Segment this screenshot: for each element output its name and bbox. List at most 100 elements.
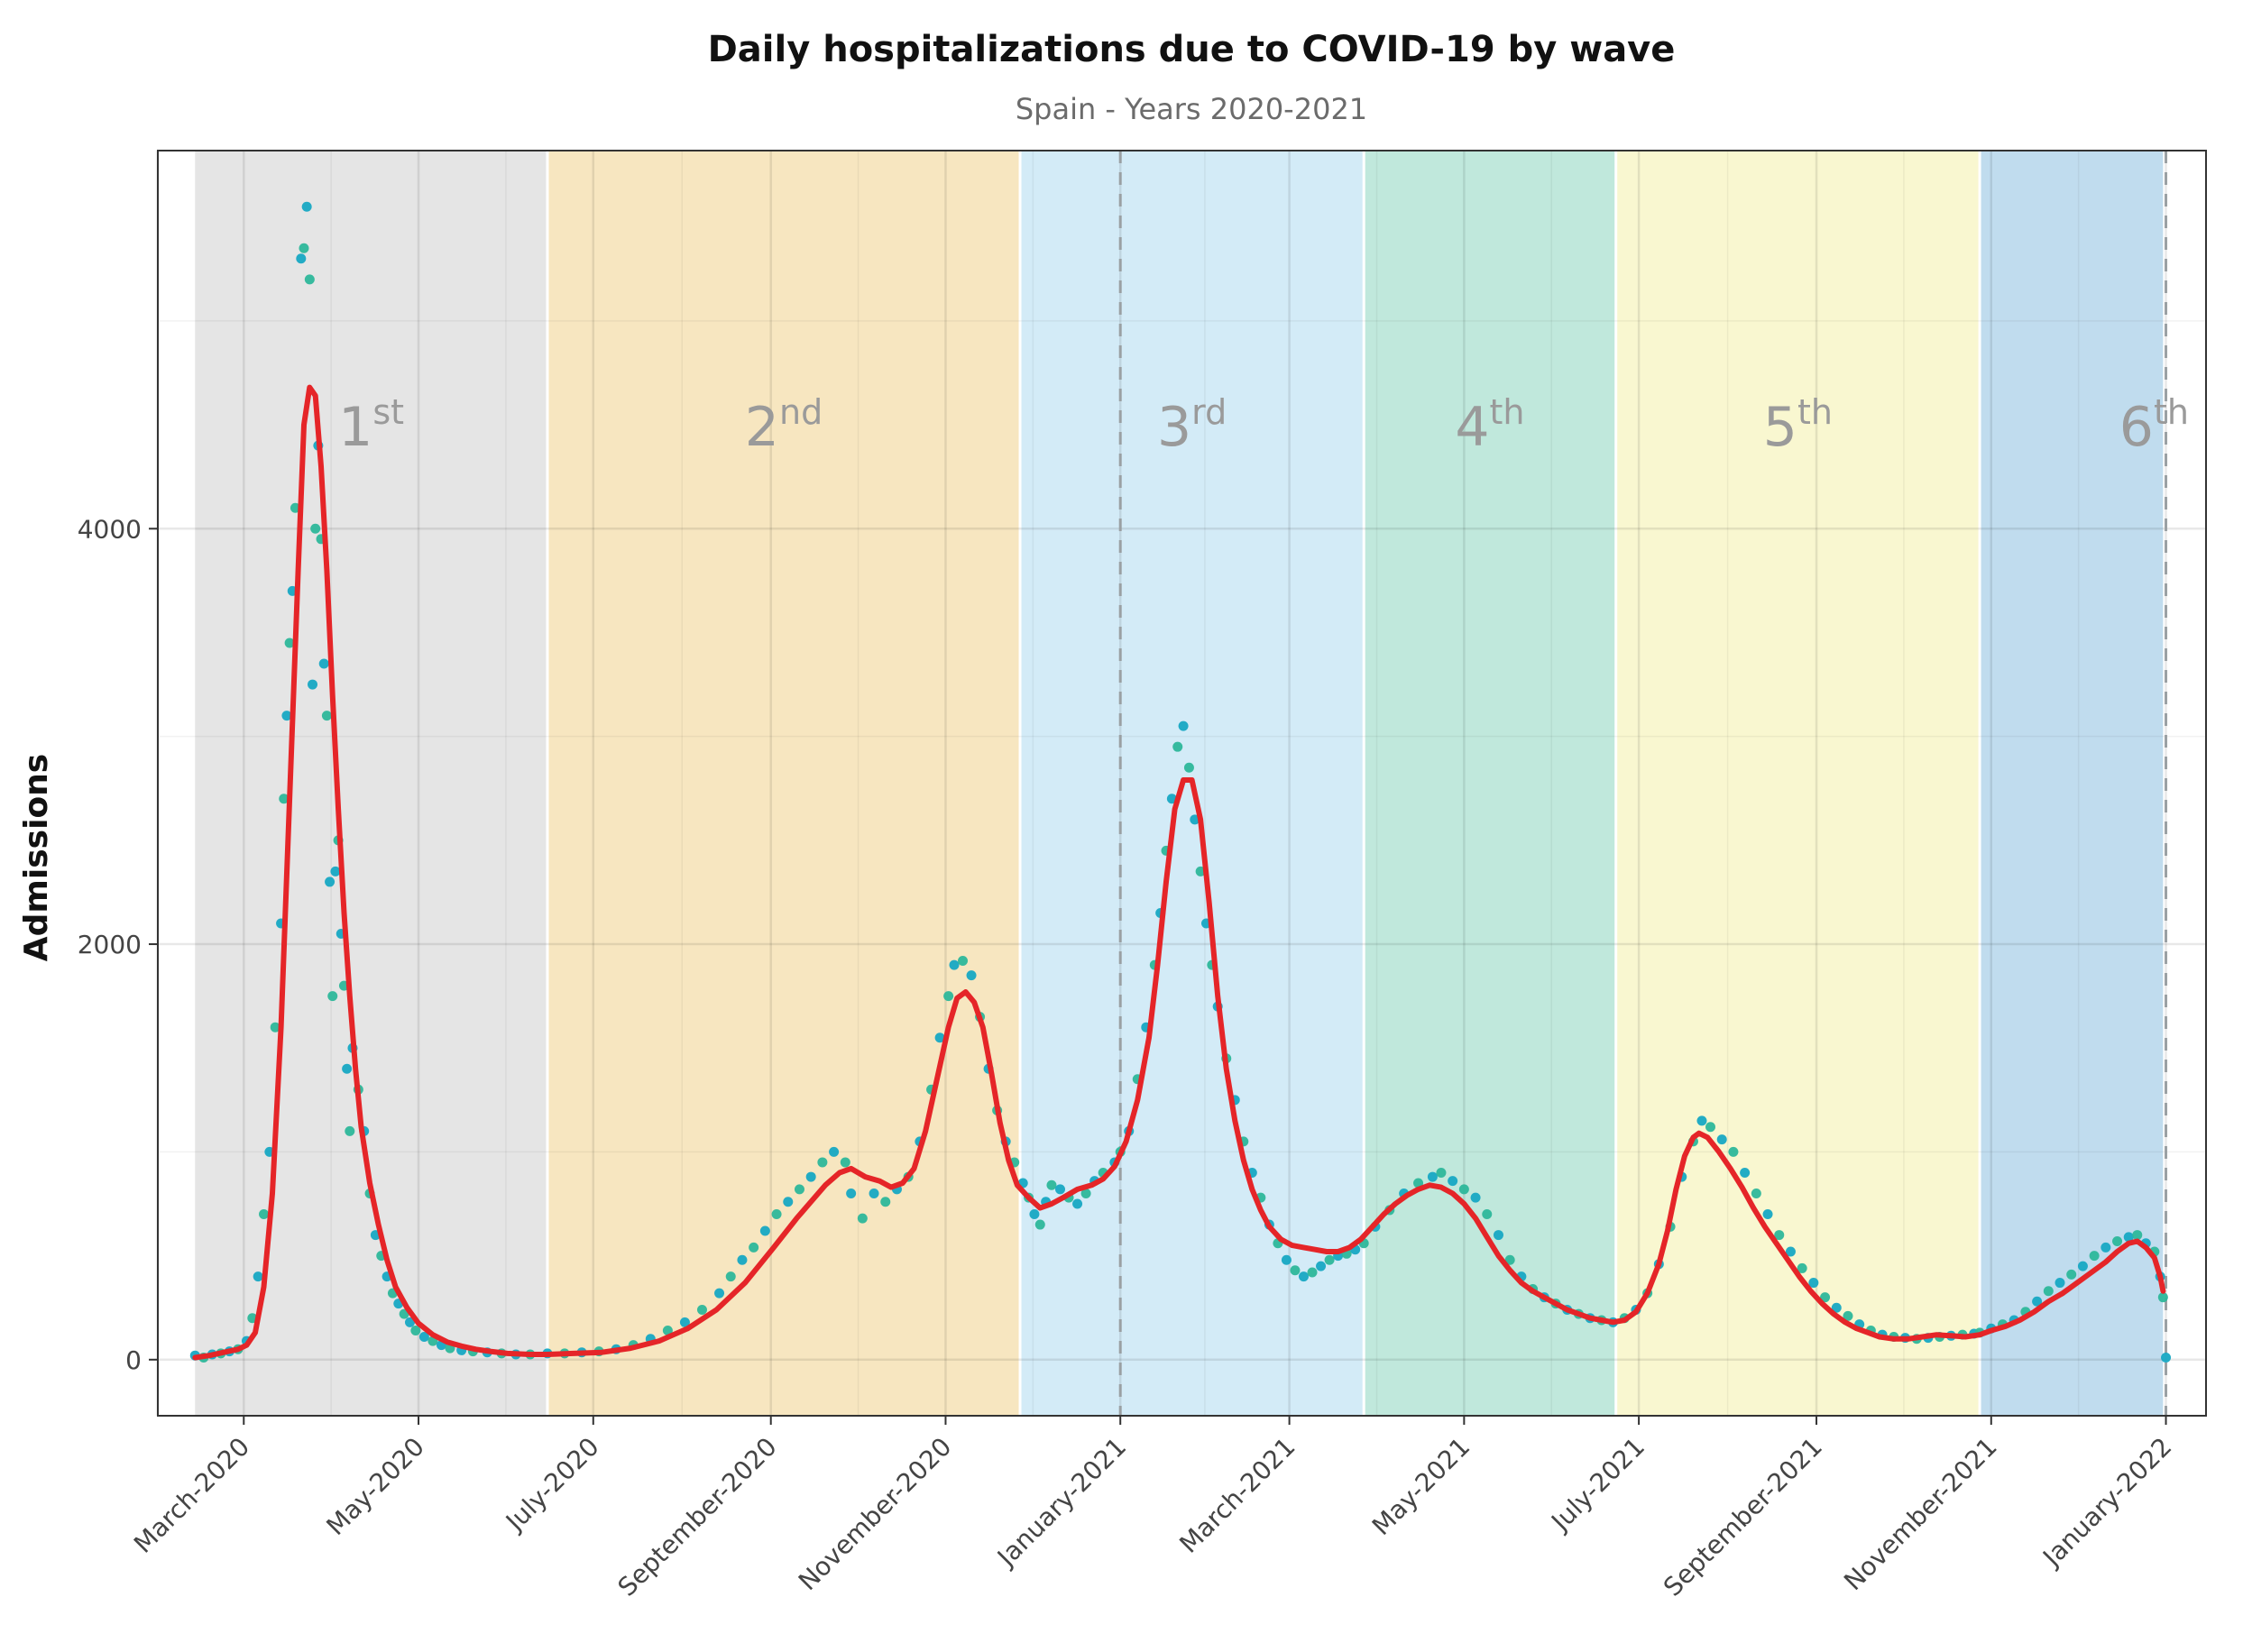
data-point <box>1080 1188 1091 1198</box>
data-point <box>958 955 969 966</box>
data-point <box>2043 1286 2054 1297</box>
y-tick-label: 4000 <box>78 514 142 544</box>
data-point <box>345 1125 355 1136</box>
data-point <box>1705 1122 1716 1133</box>
data-point <box>679 1317 690 1327</box>
wave-label-suffix: th <box>2154 392 2189 432</box>
data-point <box>301 201 312 212</box>
data-point <box>1797 1262 1807 1273</box>
y-tick-label: 2000 <box>78 930 142 959</box>
wave-band-2 <box>547 151 1021 1416</box>
data-point <box>327 991 338 1002</box>
data-point <box>259 1209 270 1220</box>
data-point <box>1178 720 1189 731</box>
data-point <box>321 711 332 721</box>
data-point <box>759 1225 770 1236</box>
wave-band-6 <box>1980 151 2164 1416</box>
data-point <box>857 1213 868 1224</box>
x-axis: March-2020 May-2020 July-2020 September-202… <box>128 1416 2177 1602</box>
wave-bands <box>195 151 2164 1416</box>
chart-subtitle: Spain - Years 2020-2021 <box>1016 92 1367 126</box>
data-point <box>1751 1188 1761 1198</box>
data-point <box>308 679 318 690</box>
data-point <box>869 1188 879 1198</box>
y-axis: 0 2000 4000 <box>78 514 158 1375</box>
data-point <box>318 658 329 669</box>
data-point <box>1785 1246 1796 1257</box>
data-point <box>1831 1302 1842 1313</box>
data-point <box>749 1242 759 1253</box>
data-point <box>1696 1115 1707 1126</box>
data-point <box>1298 1271 1309 1282</box>
data-point <box>281 711 292 721</box>
trend-line <box>192 384 2166 1361</box>
x-tick-label: November-2021 <box>1838 1432 2003 1597</box>
wave-label-suffix: rd <box>1191 392 1227 432</box>
data-point <box>342 1063 353 1074</box>
data-point <box>418 1331 429 1342</box>
x-tick-label: May-2020 <box>321 1432 430 1541</box>
wave-band-5 <box>1615 151 1981 1416</box>
data-point <box>1470 1192 1481 1203</box>
data-point <box>1436 1167 1447 1178</box>
wave-label-suffix: st <box>372 392 404 432</box>
data-point <box>725 1271 736 1282</box>
x-tick-label: July-2021 <box>1545 1432 1651 1538</box>
wave-label-4: 4th <box>1455 392 1524 459</box>
x-tick-label: September-2021 <box>1658 1432 1828 1602</box>
wave-label-number: 3 <box>1157 396 1191 459</box>
data-point <box>943 991 954 1002</box>
data-point <box>325 876 336 887</box>
data-point <box>405 1317 416 1327</box>
data-point <box>1820 1292 1831 1303</box>
x-tick-label: September-2020 <box>612 1432 783 1602</box>
data-point <box>696 1305 707 1316</box>
wave-label-suffix: nd <box>779 392 823 432</box>
data-point <box>284 638 295 648</box>
wave-labels: 1st 2nd 3rd 4th 5th 6th <box>338 392 2189 459</box>
data-point <box>2077 1261 2088 1271</box>
data-point <box>840 1157 850 1168</box>
wave-band-4 <box>1364 151 1616 1416</box>
data-point <box>771 1209 782 1220</box>
data-point <box>1774 1230 1785 1241</box>
data-point <box>2066 1269 2077 1280</box>
plot-border <box>157 150 2207 1417</box>
data-point <box>949 959 960 970</box>
data-point <box>1740 1167 1751 1178</box>
wave-label-number: 2 <box>745 396 779 459</box>
data-point <box>253 1271 263 1282</box>
data-point <box>279 794 290 804</box>
data-point <box>304 274 315 285</box>
chart-title: Daily hospitalizations due to COVID-19 b… <box>708 29 1676 70</box>
wave-label-number: 5 <box>1763 396 1797 459</box>
data-point <box>1762 1209 1773 1220</box>
data-point <box>1324 1254 1335 1265</box>
x-tick-label: November-2020 <box>793 1432 958 1597</box>
data-point <box>1172 741 1183 752</box>
data-point <box>299 243 309 253</box>
data-point <box>1029 1209 1040 1220</box>
data-point <box>2032 1296 2043 1307</box>
x-tick-label: March-2020 <box>128 1432 255 1559</box>
data-point <box>805 1171 816 1182</box>
x-tick-label: May-2021 <box>1366 1432 1475 1541</box>
wave-band-1 <box>195 151 547 1416</box>
data-point <box>794 1184 804 1195</box>
y-tick-label: 0 <box>125 1345 142 1375</box>
x-tick-label: March-2021 <box>1173 1432 1301 1559</box>
data-point <box>662 1326 673 1336</box>
data-point <box>1427 1171 1438 1182</box>
data-point <box>290 502 300 513</box>
wave-label-number: 4 <box>1455 396 1489 459</box>
x-tick-label: January-2022 <box>2036 1432 2177 1574</box>
x-tick-label: July-2020 <box>499 1432 605 1538</box>
data-point <box>410 1326 421 1336</box>
wave-label-1: 1st <box>338 392 404 459</box>
data-point <box>783 1197 794 1207</box>
data-point <box>2161 1352 2172 1363</box>
data-point <box>2123 1232 2134 1243</box>
data-point <box>714 1288 725 1299</box>
data-point <box>737 1254 748 1265</box>
